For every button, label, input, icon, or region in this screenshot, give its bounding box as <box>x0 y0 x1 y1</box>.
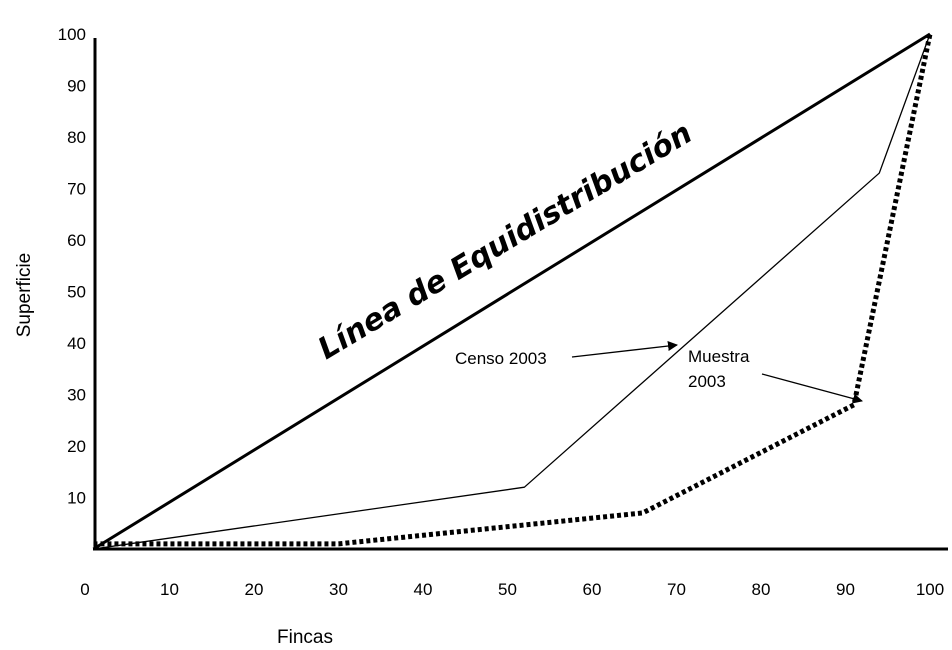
x-tick-label: 90 <box>836 580 855 599</box>
x-tick-labels: 0 10 20 30 40 50 60 70 80 90 100 <box>80 580 944 599</box>
x-tick-label: 10 <box>160 580 179 599</box>
x-tick-label: 70 <box>667 580 686 599</box>
x-tick-label: 30 <box>329 580 348 599</box>
x-tick-label: 40 <box>414 580 433 599</box>
censo-label: Censo 2003 <box>455 349 547 368</box>
muestra-label-line1: Muestra <box>688 347 750 366</box>
equidistribution-label: Línea de Equidistribución <box>312 116 698 367</box>
censo-2003-line <box>93 33 931 550</box>
y-tick-label: 90 <box>67 77 86 96</box>
y-tick-label: 10 <box>67 489 86 508</box>
x-tick-label: 100 <box>916 580 944 599</box>
y-axis-title: Superficie <box>14 253 35 338</box>
y-tick-label: 80 <box>67 128 86 147</box>
muestra-label-line2: 2003 <box>688 372 726 391</box>
y-tick-label: 60 <box>67 231 86 250</box>
y-tick-label: 50 <box>67 283 86 302</box>
x-tick-label: 20 <box>245 580 264 599</box>
x-tick-label: 0 <box>80 580 89 599</box>
equidistribution-line <box>92 32 931 551</box>
y-tick-label: 40 <box>67 334 86 353</box>
y-tick-label: 30 <box>67 386 86 405</box>
muestra-arrow <box>761 373 863 404</box>
x-axis-title: Fincas <box>277 627 333 648</box>
censo-arrow <box>571 341 678 358</box>
y-tick-label: 100 <box>58 25 86 44</box>
x-tick-label: 60 <box>583 580 602 599</box>
x-tick-label: 80 <box>752 580 771 599</box>
muestra-2003-line <box>93 33 933 547</box>
series-layer <box>92 32 933 551</box>
y-tick-label: 20 <box>67 437 86 456</box>
x-tick-label: 50 <box>498 580 517 599</box>
y-tick-label: 70 <box>67 180 86 199</box>
y-tick-labels: 10 20 30 40 50 60 70 80 90 100 <box>58 25 86 508</box>
